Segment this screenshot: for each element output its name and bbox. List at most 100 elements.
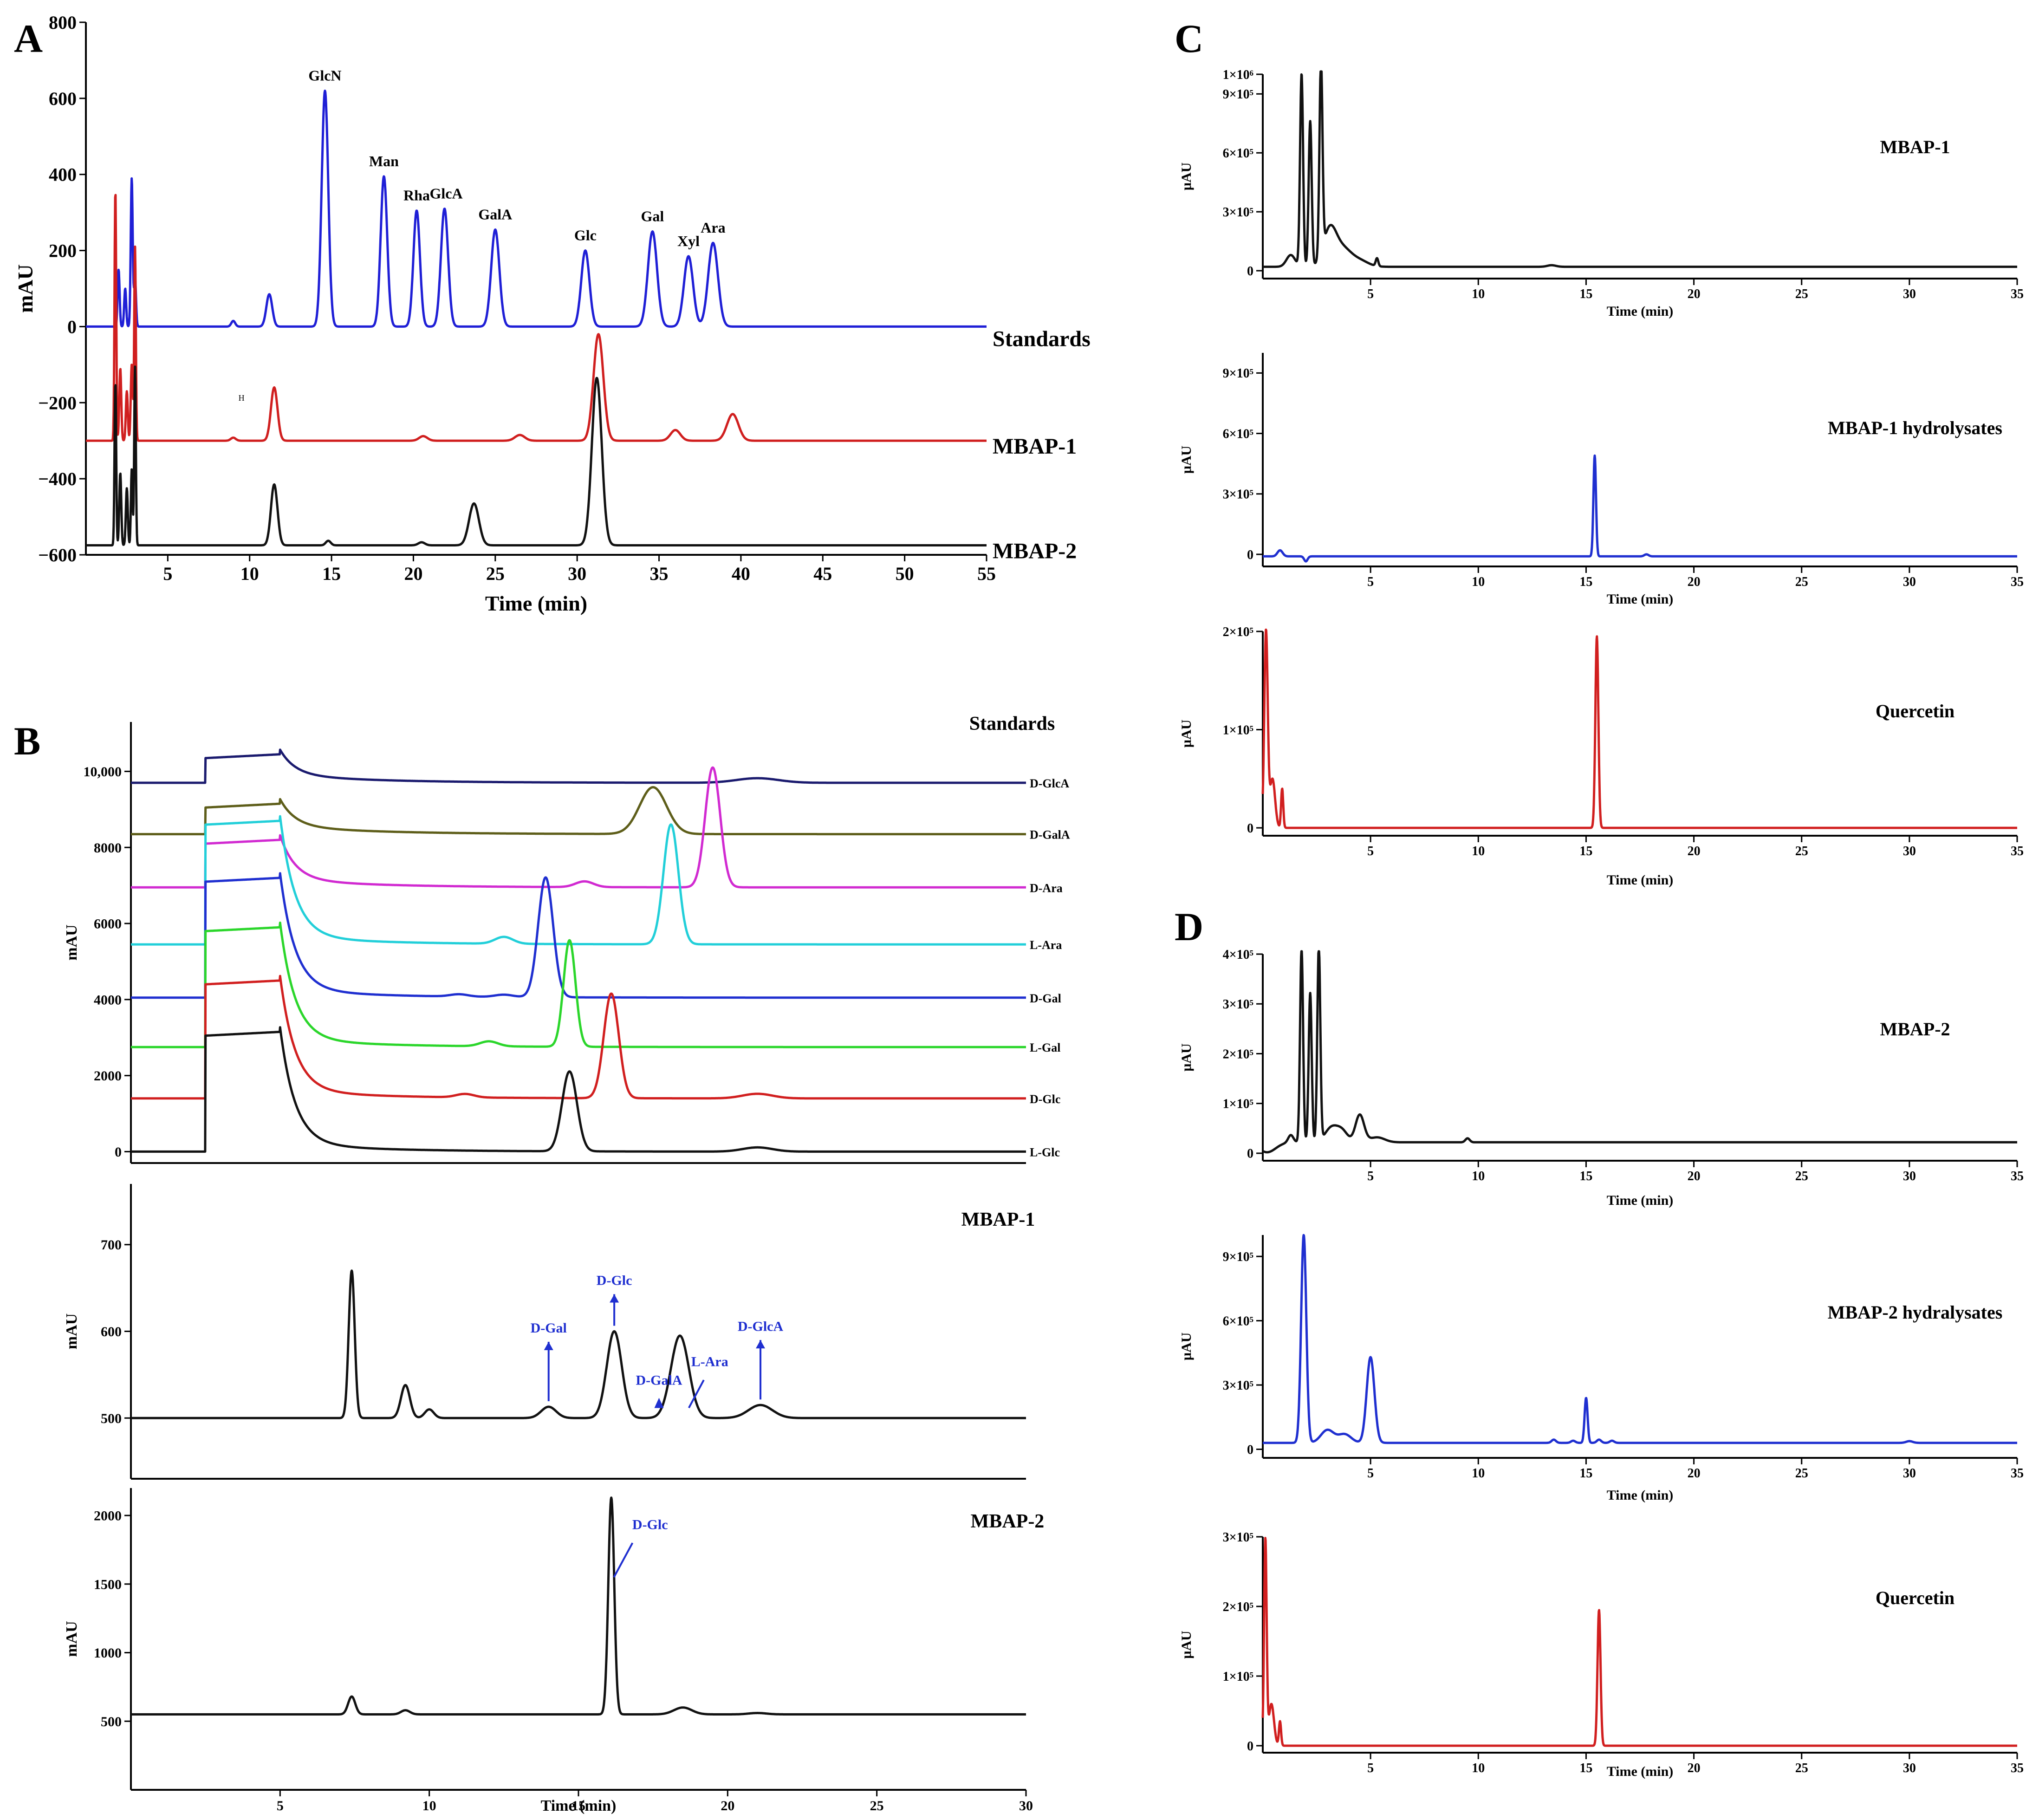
y-axis-title: mAU (13, 264, 37, 313)
x-tick-label: 5 (1367, 1761, 1374, 1775)
y-tick-label: 400 (49, 164, 77, 185)
y-tick-label: 800 (49, 12, 77, 33)
x-tick-label: 5 (277, 1798, 284, 1814)
x-tick-label: 25 (1795, 1761, 1808, 1775)
trace-label: Standards (993, 326, 1091, 351)
y-axis-title: μAU (1179, 1631, 1194, 1658)
x-tick-label: 10 (240, 563, 259, 584)
y-tick-label: 2×10⁵ (1223, 625, 1253, 639)
peak-arrow (688, 1379, 705, 1409)
panel-letter-b: B (14, 719, 40, 763)
small-mark: H (239, 393, 245, 403)
series-label: D-GlcA (1030, 777, 1069, 790)
y-tick-label: 600 (101, 1324, 122, 1339)
x-tick-label: 30 (1903, 1466, 1916, 1481)
peak-label: D-Glc (632, 1517, 668, 1533)
x-tick-label: 10 (1472, 1169, 1485, 1183)
peak-label: D-GalA (636, 1373, 682, 1388)
plot-b-mid: 500 600 700 mAU MBAP-1 D-Gal D-Glc D-GalA L-Ara D… (63, 1184, 1035, 1480)
panel-title: MBAP-1 hydrolysates (1828, 417, 2002, 438)
x-tick-label: 20 (404, 563, 422, 584)
panel-title: Standards (969, 713, 1055, 734)
trace-quercetin (1261, 628, 2018, 829)
y-tick-label: 0 (1247, 264, 1253, 279)
series-label: D-Ara (1030, 881, 1063, 895)
x-tick-label: 40 (732, 563, 750, 584)
peak-label: GlcA (429, 185, 462, 202)
x-tick-label: 10 (1472, 844, 1485, 858)
peak-label: D-GlcA (738, 1319, 784, 1334)
peak-label: Rha (403, 187, 430, 204)
y-tick-label: 4×10⁵ (1223, 948, 1253, 962)
panel-title: MBAP-2 (1880, 1019, 1950, 1040)
y-tick-label: 8000 (94, 840, 122, 856)
y-tick-label: 0 (67, 316, 77, 337)
y-tick-label: 500 (101, 1411, 122, 1426)
y-tick-label: 0 (1247, 548, 1253, 562)
panel-title: MBAP-2 hydralysates (1828, 1302, 2003, 1323)
y-axis-title: μAU (1179, 162, 1194, 190)
y-tick-label: 1×10⁶ (1223, 68, 1253, 82)
plot-c1: 0 3×10⁵ 6×10⁵ 9×10⁵ 1×10⁶ 5 10 15 20 25 30 35 Time (… (1179, 68, 2024, 319)
x-axis-title: Time (min) (1607, 872, 1674, 888)
y-tick-label: 1×10⁵ (1223, 1097, 1253, 1111)
x-tick-label: 30 (1903, 1761, 1916, 1775)
plot-c2: 0 3×10⁵ 6×10⁵ 9×10⁵ 5 10 15 20 25 30 35 Time (min) μ… (1179, 353, 2024, 607)
peak-label: Xyl (677, 233, 700, 249)
x-tick-label: 35 (650, 563, 669, 584)
trace-mbap-2 (130, 1496, 1027, 1716)
x-tick-label: 25 (870, 1798, 884, 1814)
peak-arrow (654, 1398, 664, 1408)
y-tick-label: 9×10⁵ (1223, 1250, 1253, 1264)
y-tick-label: 1000 (94, 1645, 122, 1661)
trace-label: MBAP-2 (993, 539, 1077, 564)
panel-title: MBAP-2 (971, 1511, 1045, 1532)
peak-label: Man (369, 153, 399, 169)
y-tick-label: 0 (1247, 1147, 1253, 1161)
y-tick-label: 0 (1247, 1739, 1253, 1754)
y-axis-title: μAU (1179, 446, 1194, 474)
series-label: D-Glc (1030, 1092, 1060, 1106)
y-tick-label: 6×10⁵ (1223, 1314, 1253, 1328)
peak-arrowhead (544, 1341, 553, 1350)
x-tick-label: 30 (1903, 575, 1916, 589)
y-tick-label: 6×10⁵ (1223, 146, 1253, 161)
y-tick-label: 1500 (94, 1577, 122, 1592)
plot-b-bottom: 500 1000 1500 2000 5 10 15 20 25 30 Time (min) mAU M… (63, 1488, 1044, 1814)
plot-b-top: 0 2000 4000 6000 8000 10,000 mAU Standards D-Glc… (63, 713, 1070, 1164)
x-tick-label: 10 (1472, 287, 1485, 301)
x-axis-title: Time (min) (1607, 1193, 1674, 1208)
peak-arrowhead (756, 1340, 766, 1349)
x-tick-label: 5 (163, 563, 172, 584)
x-tick-label: 5 (1367, 1466, 1374, 1481)
y-tick-label: 2×10⁵ (1223, 1600, 1253, 1614)
x-tick-label: 15 (571, 1798, 585, 1814)
x-tick-label: 5 (1367, 575, 1374, 589)
y-tick-label: 500 (101, 1714, 122, 1729)
x-tick-label: 5 (1367, 844, 1374, 858)
y-tick-label: 9×10⁵ (1223, 366, 1253, 381)
y-tick-label: 2000 (94, 1068, 122, 1084)
plot-d2: 0 3×10⁵ 6×10⁵ 9×10⁵ 5 10 15 20 25 30 35 Time (min) μ… (1179, 1234, 2024, 1503)
trace-l-ara (130, 815, 1027, 946)
peak-arrowhead (610, 1294, 619, 1303)
x-tick-label: 35 (2011, 1466, 2024, 1481)
plot-d3: 0 1×10⁵ 2×10⁵ 3×10⁵ 5 10 15 20 25 30 35 Time (min) μ… (1179, 1530, 2024, 1779)
y-tick-label: 3×10⁵ (1223, 1378, 1253, 1393)
x-tick-label: 35 (2011, 287, 2024, 301)
x-tick-label: 25 (1795, 1466, 1808, 1481)
y-tick-label: 1×10⁵ (1223, 723, 1253, 737)
x-tick-label: 25 (486, 563, 505, 584)
x-tick-label: 10 (1472, 575, 1485, 589)
trace-d-glc (130, 975, 1027, 1100)
x-tick-label: 25 (1795, 287, 1808, 301)
x-tick-label: 10 (1472, 1761, 1485, 1775)
x-tick-label: 10 (1472, 1466, 1485, 1481)
trace-quercetin (1261, 1537, 2018, 1747)
trace-mbap-2 (1262, 950, 2018, 1154)
trace-mbap-2-hydralysates (1262, 1234, 2018, 1444)
x-axis-title: Time (min) (1607, 1488, 1674, 1503)
peak-label: Glc (574, 227, 597, 244)
y-tick-label: 0 (1247, 821, 1253, 836)
y-tick-label: 3×10⁵ (1223, 205, 1253, 220)
